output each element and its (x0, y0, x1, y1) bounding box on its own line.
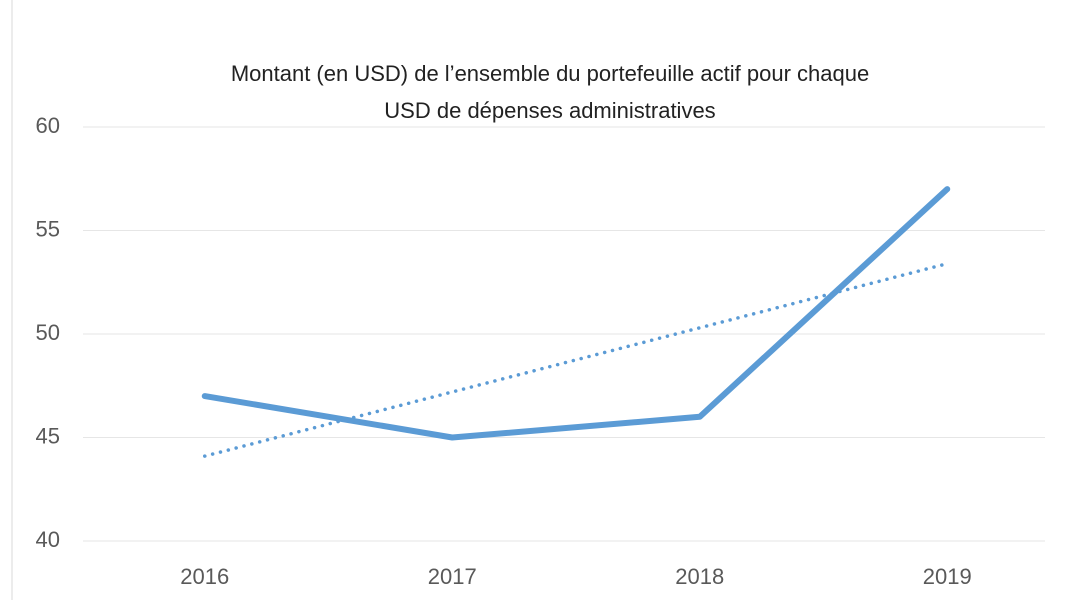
y-tick-label: 55 (36, 216, 60, 241)
y-tick-label: 60 (36, 113, 60, 138)
y-tick-label: 40 (36, 527, 60, 552)
x-tick-label: 2016 (180, 564, 229, 589)
x-tick-label: 2019 (923, 564, 972, 589)
y-tick-label: 50 (36, 320, 60, 345)
x-tick-label: 2017 (428, 564, 477, 589)
trend-line (203, 261, 949, 458)
x-tick-label: 2018 (675, 564, 724, 589)
chart-title: USD de dépenses administratives (384, 98, 715, 123)
series-line (201, 186, 951, 441)
chart-title: Montant (en USD) de l’ensemble du portef… (231, 61, 869, 86)
y-tick-label: 45 (36, 423, 60, 448)
